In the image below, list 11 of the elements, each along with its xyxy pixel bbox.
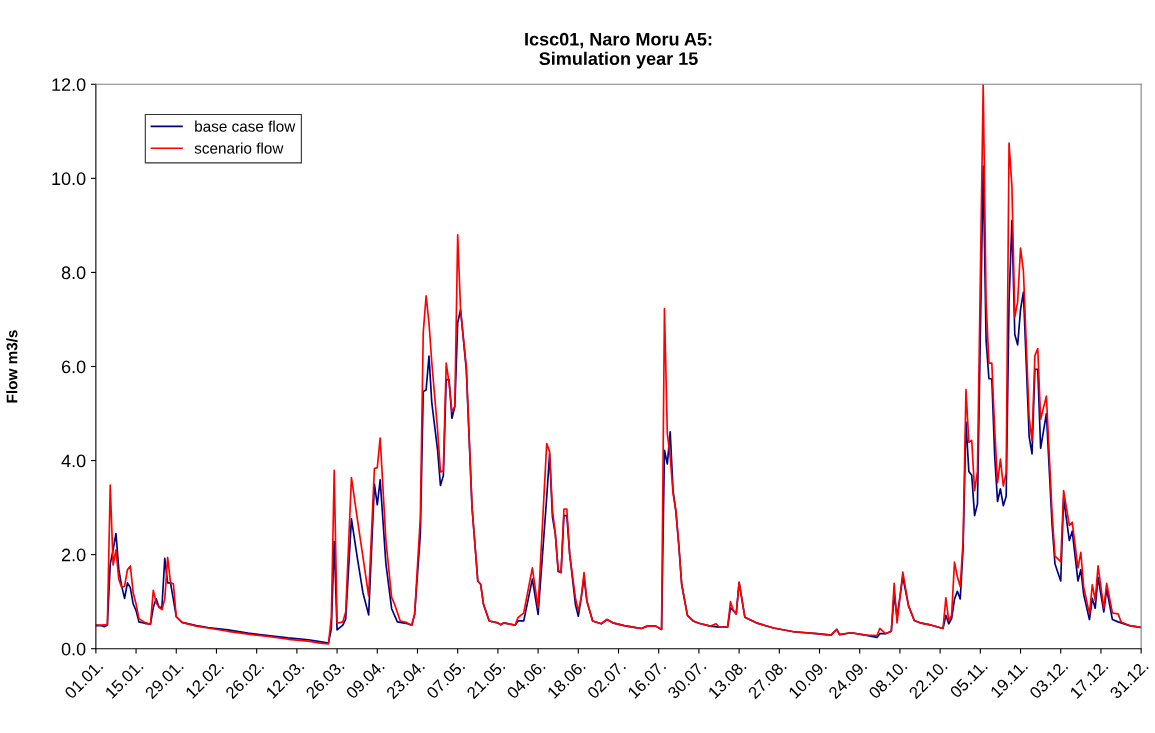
y-tick-label: 6.0	[61, 360, 86, 374]
y-tick-label: 0.0	[61, 642, 86, 656]
y-tick-label: 4.0	[61, 454, 86, 468]
y-tick-label: 2.0	[61, 548, 86, 562]
chart-title: Icsc01, Naro Moru A5: Simulation year 15	[525, 32, 712, 69]
y-tick-label: 10.0	[52, 172, 86, 186]
y-axis-title: Flow m3/s	[6, 330, 18, 403]
legend-label: base case flow	[195, 120, 296, 132]
y-tick-label: 8.0	[61, 266, 86, 280]
y-tick-label: 12.0	[52, 78, 86, 92]
legend-label: scenario flow	[194, 142, 284, 154]
